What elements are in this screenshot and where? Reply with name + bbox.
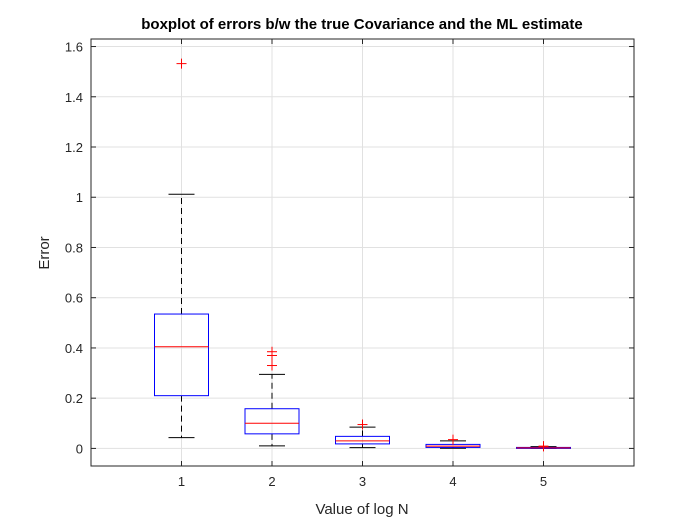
x-tick-label: 4: [449, 474, 456, 489]
box-group: [425, 434, 481, 449]
ticks-layer: 1 2 3 4 5 0 0.2 0.4 0.6 0.8 1 1.2 1.4 1.6: [65, 39, 634, 489]
grid-layer: [91, 39, 634, 466]
box-iqr: [154, 313, 209, 397]
x-tick-label: 1: [178, 474, 185, 489]
y-tick-label: 0.4: [65, 341, 83, 356]
box-group: [154, 58, 209, 439]
box-group: [335, 419, 390, 449]
y-tick-label: 1.6: [65, 40, 83, 55]
y-tick-label: 1.4: [65, 90, 83, 105]
y-tick-label: 1: [76, 190, 83, 205]
x-tick-label: 3: [359, 474, 366, 489]
boxes-layer: [154, 58, 571, 452]
y-tick-label: 0.8: [65, 240, 83, 255]
y-tick-label: 0.2: [65, 391, 83, 406]
x-tick-label: 2: [268, 474, 275, 489]
x-axis-label: Value of log N: [315, 501, 408, 518]
box-iqr: [244, 408, 300, 435]
box-group: [244, 346, 300, 447]
y-tick-label: 0: [76, 441, 83, 456]
y-tick-label: 0.6: [65, 291, 83, 306]
x-tick-label: 5: [540, 474, 547, 489]
box-iqr: [335, 435, 390, 445]
box-group: [516, 441, 571, 452]
chart-title: boxplot of errors b/w the true Covarianc…: [141, 16, 582, 33]
y-tick-label: 1.2: [65, 140, 83, 155]
y-axis-label: Error: [36, 236, 53, 269]
